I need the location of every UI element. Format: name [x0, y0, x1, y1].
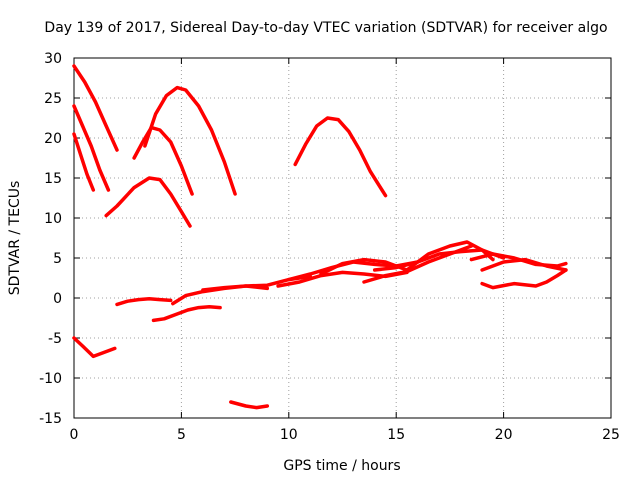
y-tick-label: -15 — [39, 411, 62, 427]
series-line-arc-9 — [115, 297, 173, 307]
x-tick-label: 20 — [495, 427, 513, 443]
tick-labels: 0 5 10 15 20 25 -15 -10 -5 0 5 10 15 20 25 30 — [39, 51, 620, 443]
grid — [74, 58, 611, 418]
series-line-arc-8 — [72, 336, 117, 359]
series-line-arc-7 — [293, 116, 388, 198]
y-tick-label: 20 — [44, 131, 62, 147]
x-axis-title: GPS time / hours — [283, 458, 400, 474]
x-tick-label: 25 — [602, 427, 620, 443]
y-axis-title: SDTVAR / TECUs — [7, 181, 23, 296]
series-line-arc-3 — [72, 132, 96, 192]
x-tick-label: 10 — [280, 427, 298, 443]
series-line-arc-4 — [104, 176, 192, 228]
axis-ticks — [73, 57, 612, 419]
series-line-arc-16 — [319, 257, 409, 276]
plot-frame — [73, 57, 612, 419]
x-tick-label: 15 — [387, 427, 405, 443]
y-tick-label: 10 — [44, 211, 62, 227]
chart-title: Day 139 of 2017, Sidereal Day-to-day VTE… — [44, 20, 607, 36]
series-line-arc-5 — [132, 125, 194, 196]
y-tick-label: 30 — [44, 51, 62, 67]
x-tick-label: 0 — [70, 427, 79, 443]
y-tick-label: -5 — [48, 331, 62, 347]
series-line-arc-10 — [151, 305, 222, 323]
y-tick-label: 25 — [44, 91, 62, 107]
x-tick-label: 5 — [177, 427, 186, 443]
y-tick-label: 5 — [53, 251, 62, 267]
y-tick-label: -10 — [39, 371, 62, 387]
series-line-arc-6 — [143, 85, 237, 196]
series-line-arc-21 — [480, 257, 568, 272]
series-line-arc-2 — [72, 104, 111, 192]
series-line-arc-13 — [229, 400, 270, 410]
series-group — [72, 64, 568, 410]
series-line-arc-22 — [480, 268, 568, 290]
series-line-arc-19 — [405, 240, 495, 272]
series-line-arc-1 — [72, 64, 119, 152]
y-tick-label: 0 — [53, 291, 62, 307]
y-tick-label: 15 — [44, 171, 62, 187]
